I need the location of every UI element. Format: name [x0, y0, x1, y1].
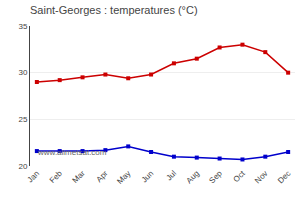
svg-text:Jun: Jun	[140, 169, 155, 184]
svg-text:25: 25	[18, 115, 27, 124]
svg-text:Apr: Apr	[94, 169, 109, 184]
svg-text:Jul: Jul	[165, 169, 179, 183]
svg-text:www.allmetsat.com: www.allmetsat.com	[37, 148, 107, 157]
svg-text:Saint-Georges : temperatures (: Saint-Georges : temperatures (°C)	[30, 4, 198, 16]
svg-text:35: 35	[18, 22, 27, 31]
svg-text:May: May	[115, 169, 132, 186]
svg-text:Mar: Mar	[71, 169, 87, 185]
svg-text:20: 20	[18, 162, 27, 171]
svg-text:Aug: Aug	[185, 169, 201, 185]
svg-text:Feb: Feb	[48, 168, 65, 185]
svg-text:Jan: Jan	[26, 169, 41, 184]
svg-text:Nov: Nov	[253, 169, 269, 185]
svg-text:Dec: Dec	[276, 169, 292, 185]
svg-text:Oct: Oct	[232, 168, 248, 184]
svg-text:30: 30	[18, 68, 27, 77]
svg-text:Sep: Sep	[207, 168, 224, 185]
